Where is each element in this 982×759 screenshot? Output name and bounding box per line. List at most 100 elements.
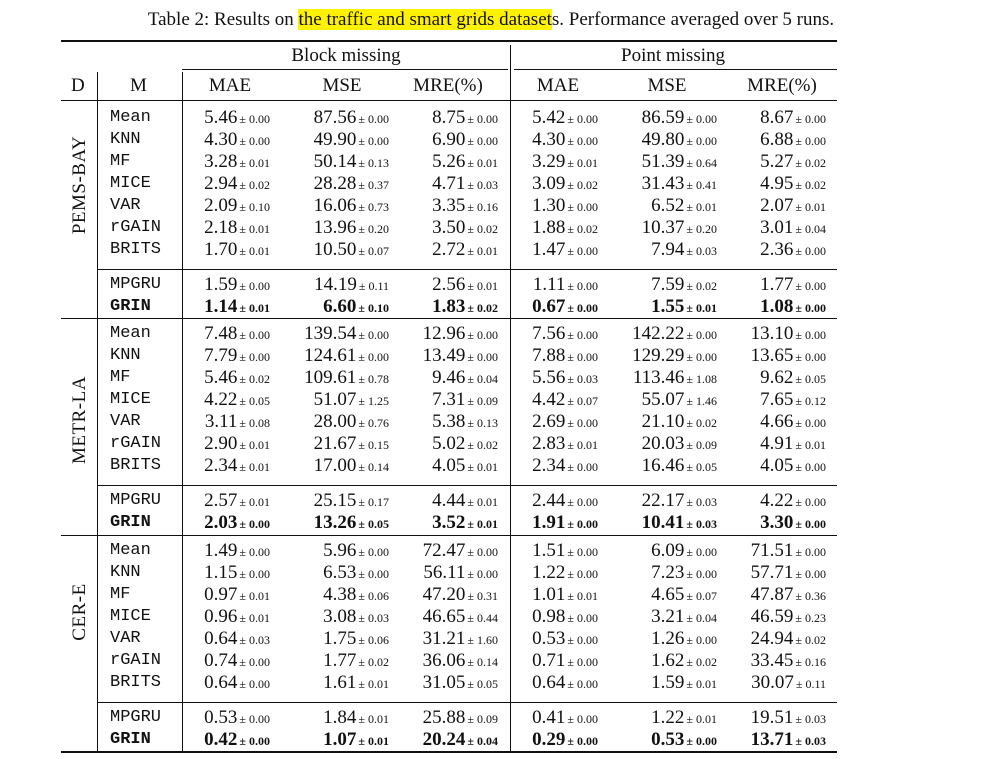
metric-cell: 1.49 ± 0.00 [204,540,270,563]
model-name: GRIN [110,730,151,749]
metric-cell: 4.42 ± 0.07 [532,389,598,412]
metric-cell: 7.48 ± 0.00 [204,323,270,346]
metric-cell: 19.51 ± 0.03 [751,707,826,730]
metric-cell: 1.30 ± 0.00 [532,195,598,218]
metric-value: 36.06 [422,650,466,671]
metric-cell: 1.61 ± 0.01 [323,672,389,695]
model-name: KNN [110,346,141,365]
metric-std: ± 0.00 [567,416,598,430]
table-row: MICE 2.94 ± 0.02 28.28 ± 0.37 4.71 ± 0.03 3.09 ±… [0,173,982,195]
metric-value: 0.53 [204,707,238,728]
model-name: MF [110,368,131,387]
model-name: BRITS [110,240,162,259]
group-separator [97,269,837,270]
metric-cell: 3.52 ± 0.01 [432,512,498,535]
metric-value: 4.30 [204,129,238,150]
metric-std: ± 0.01 [686,200,717,214]
group-separator [97,485,837,486]
metric-cell: 21.67 ± 0.15 [314,433,389,456]
metric-value: 139.54 [304,323,357,344]
metric-value: 13.49 [422,345,466,366]
metric-cell: 2.72 ± 0.01 [432,239,498,262]
metric-value: 31.43 [641,173,685,194]
table-row: MF 0.97 ± 0.01 4.38 ± 0.06 47.20 ± 0.31 1.01 ± 0… [0,584,982,606]
metric-std: ± 0.01 [239,495,270,509]
metric-cell: 2.90 ± 0.01 [204,433,270,456]
metric-cell: 17.00 ± 0.14 [314,455,389,478]
metric-std: ± 0.15 [358,438,389,452]
metric-cell: 3.01 ± 0.04 [760,217,826,240]
metric-std: ± 0.00 [239,328,270,342]
metric-cell: 1.51 ± 0.00 [532,540,598,563]
metric-value: 7.94 [651,239,685,260]
metric-std: ± 0.00 [467,112,498,126]
model-name: rGAIN [110,218,162,237]
metric-value: 2.09 [204,195,238,216]
metric-cell: 4.22 ± 0.00 [760,490,826,513]
metric-value: 1.49 [204,540,238,561]
metric-cell: 2.36 ± 0.00 [760,239,826,262]
metric-cell: 7.94 ± 0.03 [651,239,717,262]
metric-cell: 16.06 ± 0.73 [314,195,389,218]
metric-std: ± 0.10 [358,301,389,315]
metric-value: 1.91 [532,512,566,533]
metric-std: ± 0.37 [358,178,389,192]
metric-cell: 3.21 ± 0.04 [651,606,717,629]
metric-std: ± 0.00 [567,545,598,559]
metric-value: 4.05 [760,455,794,476]
metric-cell: 1.14 ± 0.01 [204,296,270,319]
metric-std: ± 1.60 [467,633,498,647]
metric-std: ± 0.09 [686,438,717,452]
metric-cell: 1.91 ± 0.00 [532,512,598,535]
metric-value: 3.30 [760,512,794,533]
metric-value: 1.55 [651,296,685,317]
metric-cell: 5.42 ± 0.00 [532,107,598,130]
metric-value: 72.47 [422,540,466,561]
metric-cell: 7.65 ± 0.12 [760,389,826,412]
vline-block-point [510,45,511,752]
metric-value: 5.27 [760,151,794,172]
metric-std: ± 0.04 [467,372,498,386]
metric-cell: 4.95 ± 0.02 [760,173,826,196]
col-header-mre-block: MRE(%) [413,75,483,96]
metric-std: ± 0.00 [686,328,717,342]
model-name: MICE [110,390,151,409]
metric-value: 1.59 [651,672,685,693]
metric-cell: 13.71 ± 0.03 [751,729,826,752]
metric-value: 1.51 [532,540,566,561]
metric-std: ± 0.00 [239,350,270,364]
metric-cell: 4.71 ± 0.03 [432,173,498,196]
metric-std: ± 0.01 [795,200,826,214]
metric-std: ± 0.03 [467,178,498,192]
metric-std: ± 0.00 [358,567,389,581]
metric-cell: 2.69 ± 0.00 [532,411,598,434]
metric-value: 10.50 [313,239,357,260]
table-row: Mean 5.46 ± 0.00 87.56 ± 0.00 8.75 ± 0.00 5.42 ±… [0,107,982,129]
metric-cell: 3.08 ± 0.03 [323,606,389,629]
metric-cell: 2.18 ± 0.01 [204,217,270,240]
metric-value: 1.61 [323,672,357,693]
metric-std: ± 0.01 [239,244,270,258]
metric-value: 1.77 [760,274,794,295]
metric-std: ± 0.00 [567,244,598,258]
metric-cell: 24.94 ± 0.02 [751,628,826,651]
metric-cell: 5.26 ± 0.01 [432,151,498,174]
metric-value: 7.23 [651,562,685,583]
metric-cell: 5.27 ± 0.02 [760,151,826,174]
col-header-mae-block: MAE [208,75,252,96]
metric-std: ± 0.36 [795,589,826,603]
metric-value: 3.11 [204,411,238,432]
metric-cell: 1.01 ± 0.01 [532,584,598,607]
col-header-d: D [71,75,85,96]
metric-value: 4.66 [760,411,794,432]
metric-value: 16.46 [641,455,685,476]
metric-cell: 10.37 ± 0.20 [642,217,717,240]
metric-std: ± 0.00 [239,517,270,531]
metric-cell: 56.11 ± 0.00 [423,562,498,585]
metric-cell: 4.44 ± 0.01 [432,490,498,513]
metric-cell: 2.34 ± 0.01 [204,455,270,478]
metric-value: 129.29 [632,345,685,366]
metric-value: 55.07 [641,389,685,410]
metric-value: 1.83 [432,296,466,317]
metric-std: ± 0.44 [467,611,498,625]
